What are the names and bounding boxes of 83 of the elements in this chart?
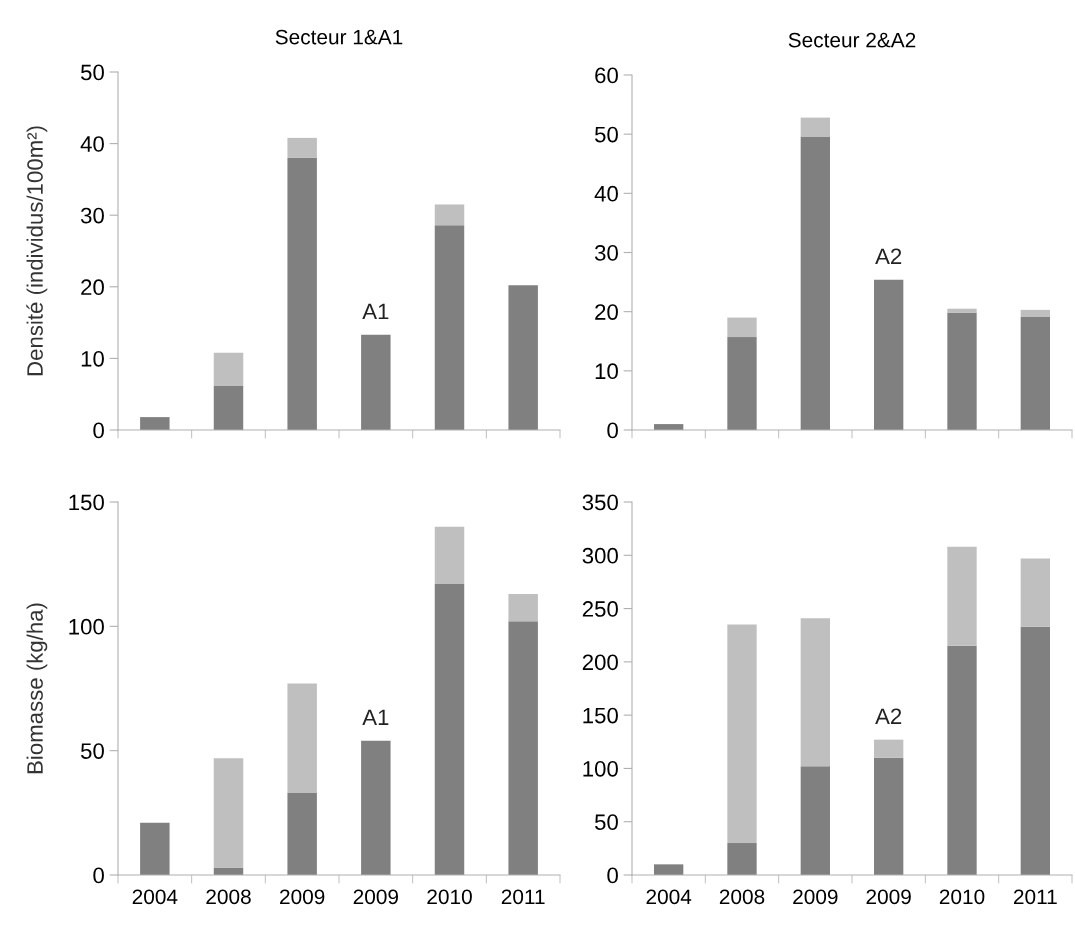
y-tick-label: 30 (80, 207, 104, 224)
y-tick-label: 20 (595, 304, 618, 320)
bar (140, 417, 170, 430)
bar (508, 285, 538, 430)
bar (1020, 309, 1050, 317)
annotation: A1 (362, 303, 389, 320)
x-tick-label: 2009 (280, 889, 325, 905)
annotation: A2 (875, 248, 902, 264)
bar (1020, 626, 1050, 875)
x-tick-label: 2008 (206, 889, 251, 905)
x-tick-label: 2010 (427, 889, 472, 905)
y-axis-title: Biomasse (kg/ha) (26, 603, 48, 774)
chart-title: Secteur 1&A1 (275, 29, 403, 45)
y-tick-label: 150 (583, 707, 618, 724)
x-tick-label: 2009 (866, 889, 911, 905)
x-tick-label: 2008 (719, 889, 765, 905)
y-tick-label: 0 (93, 867, 104, 884)
bar (287, 792, 317, 875)
bar (434, 584, 465, 875)
bar (874, 739, 904, 758)
y-tick-label: 200 (582, 654, 618, 671)
bar (1020, 558, 1050, 627)
y-tick-label: 100 (69, 618, 104, 635)
bar (434, 225, 465, 430)
bar (287, 137, 317, 158)
bar (287, 683, 317, 793)
y-tick-label: 150 (69, 494, 104, 511)
bar (947, 308, 977, 313)
y-tick-label: 50 (594, 126, 618, 143)
x-tick-label: 2004 (132, 889, 178, 905)
y-tick-label: 60 (595, 67, 618, 84)
x-tick-label: 2010 (939, 889, 985, 905)
bar (727, 624, 757, 844)
annotation: A1 (362, 709, 389, 725)
y-tick-label: 300 (582, 547, 618, 564)
chart-title: Secteur 2&A2 (788, 32, 916, 48)
y-tick-label: 40 (594, 185, 618, 202)
x-tick-label: 2011 (1013, 889, 1057, 905)
y-tick-label: 0 (607, 867, 618, 884)
bar (287, 157, 317, 430)
y-tick-label: 20 (81, 279, 104, 296)
bar (140, 822, 170, 875)
bar (213, 758, 244, 868)
bar (800, 766, 830, 875)
bar (361, 334, 391, 430)
y-tick-label: 50 (80, 64, 104, 81)
bar (654, 864, 684, 875)
y-tick-label: 50 (594, 814, 618, 830)
bar (800, 117, 830, 137)
bar (874, 757, 904, 875)
y-tick-label: 0 (607, 422, 618, 439)
bar (1020, 316, 1050, 430)
y-tick-label: 10 (595, 363, 618, 380)
y-tick-label: 30 (594, 245, 618, 261)
bar (947, 645, 977, 875)
y-tick-label: 50 (80, 743, 104, 759)
y-tick-label: 250 (582, 601, 618, 617)
bar (727, 337, 757, 430)
bar (434, 204, 465, 226)
bar (800, 618, 830, 767)
bar (508, 621, 538, 875)
y-tick-label: 0 (93, 422, 104, 439)
y-tick-label: 100 (583, 760, 618, 777)
x-tick-label: 2011 (501, 889, 545, 905)
x-tick-label: 2004 (646, 889, 692, 905)
annotation: A2 (875, 708, 902, 724)
y-tick-label: 10 (81, 350, 104, 367)
bar (361, 740, 391, 875)
bar (213, 352, 244, 386)
bar (947, 546, 977, 646)
bar (727, 317, 757, 338)
bar (727, 843, 757, 875)
x-tick-label: 2009 (353, 889, 399, 905)
bar (434, 526, 465, 585)
y-tick-label: 40 (80, 136, 104, 152)
bar (800, 136, 830, 430)
bar (213, 385, 244, 430)
y-axis-title: Densité (individus/100m²) (26, 126, 48, 376)
y-tick-label: 350 (582, 494, 618, 511)
bar (508, 594, 538, 622)
bar (874, 279, 904, 430)
x-tick-label: 2009 (793, 889, 838, 905)
bar (947, 312, 977, 430)
